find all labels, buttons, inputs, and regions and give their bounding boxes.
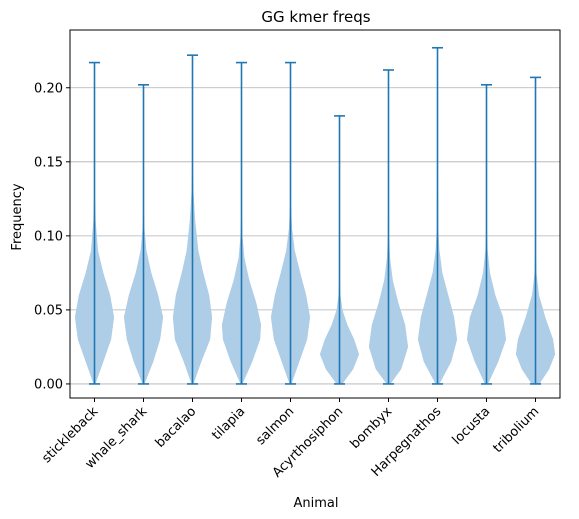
x-tick-label: bacalao (153, 404, 200, 451)
y-tick-label: 0.05 (34, 303, 63, 318)
x-tick-label: salmon (253, 404, 297, 448)
x-tick-label: tribolium (490, 404, 542, 456)
y-tick-label: 0.00 (34, 377, 63, 392)
y-axis-label: Frequency (10, 183, 25, 250)
chart-title: GG kmer freqs (261, 8, 370, 26)
y-tick-label: 0.10 (34, 229, 63, 244)
y-tick-label: 0.20 (34, 81, 63, 96)
x-tick-label: locusta (450, 404, 494, 448)
x-axis-label: Animal (294, 496, 339, 511)
plot-frame (69, 29, 561, 399)
violins (74, 46, 556, 385)
x-tick-label: tilapia (209, 404, 248, 443)
x-tick-label: bombyx (348, 404, 396, 452)
y-tick-label: 0.15 (34, 155, 63, 170)
